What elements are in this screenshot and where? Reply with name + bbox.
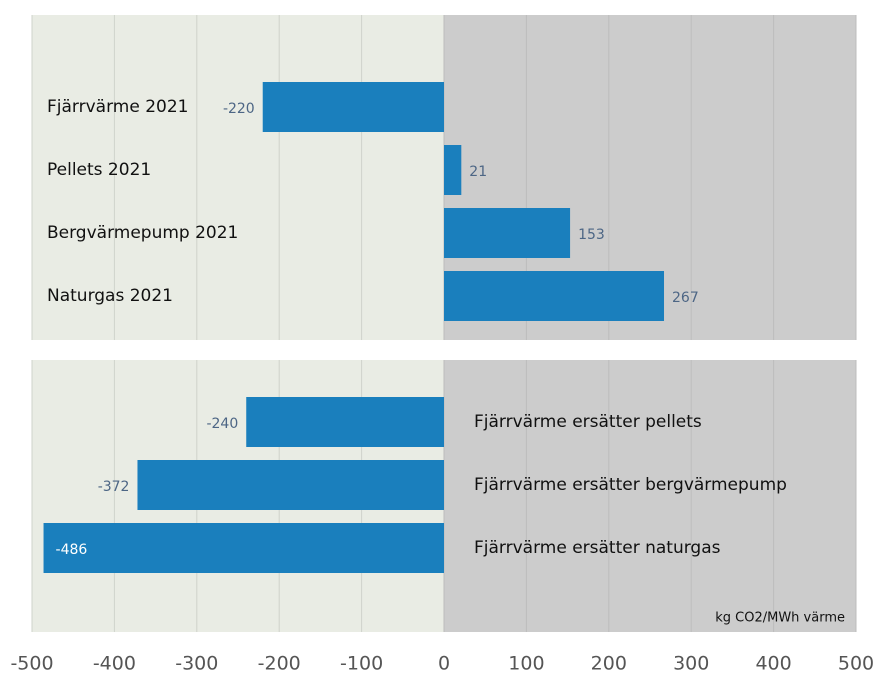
bar	[444, 145, 462, 195]
category-label: Fjärrvärme ersätter naturgas	[474, 538, 721, 558]
x-tick-label: -300	[175, 653, 218, 675]
value-label: 21	[469, 164, 487, 180]
x-tick-label: 400	[755, 653, 791, 675]
category-label: Naturgas 2021	[47, 286, 173, 306]
x-tick-label: -400	[93, 653, 136, 675]
category-label: Pellets 2021	[47, 160, 151, 180]
panel-right	[444, 360, 856, 632]
x-tick-label: 300	[673, 653, 709, 675]
bar	[262, 82, 444, 132]
x-tick-label: 0	[438, 653, 450, 675]
x-tick-label: -500	[10, 653, 53, 675]
value-label: 267	[672, 290, 699, 306]
value-label: -240	[206, 416, 238, 432]
value-label: -220	[223, 101, 255, 117]
value-label: -486	[56, 542, 88, 558]
annotation: kg CO2/MWh värme	[715, 611, 845, 626]
category-label: Fjärrvärme 2021	[47, 97, 188, 117]
x-tick-label: 500	[838, 653, 874, 675]
x-tick-label: -200	[258, 653, 301, 675]
category-label: Fjärrvärme ersätter pellets	[474, 412, 702, 432]
category-label: Fjärrvärme ersätter bergvärmepump	[474, 475, 787, 495]
bar	[246, 397, 444, 447]
x-tick-label: -100	[340, 653, 383, 675]
bar	[43, 523, 444, 573]
value-label: -372	[98, 479, 130, 495]
panel-left	[32, 15, 444, 340]
x-tick-label: 200	[591, 653, 627, 675]
bar	[137, 460, 445, 510]
bar	[444, 208, 571, 258]
x-tick-label: 100	[508, 653, 544, 675]
value-label: 153	[578, 227, 605, 243]
category-label: Bergvärmepump 2021	[47, 223, 238, 243]
bar	[444, 271, 665, 321]
